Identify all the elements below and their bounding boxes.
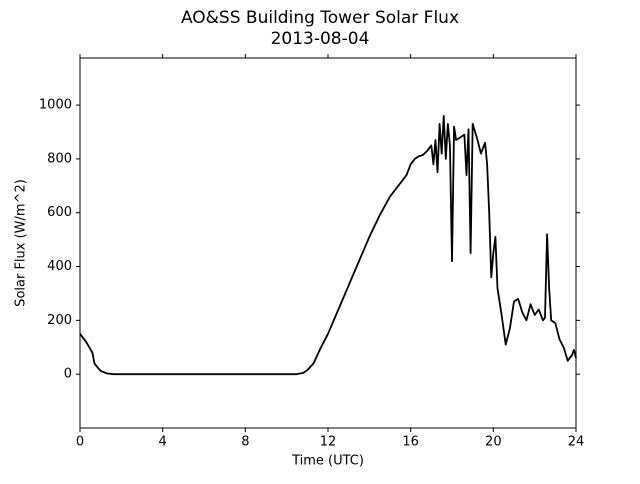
x-tick-label: 8 bbox=[241, 435, 249, 450]
y-tick-label: 200 bbox=[47, 313, 72, 328]
y-tick-label: 800 bbox=[47, 151, 72, 166]
x-tick-label: 4 bbox=[159, 435, 167, 450]
y-tick-label: 1000 bbox=[39, 98, 72, 113]
chart-title: AO&SS Building Tower Solar Flux bbox=[181, 8, 459, 28]
y-tick-label: 400 bbox=[47, 259, 72, 274]
x-tick-label: 12 bbox=[320, 435, 337, 450]
x-tick-label: 0 bbox=[76, 435, 84, 450]
y-tick-label: 0 bbox=[64, 367, 72, 382]
chart-subtitle: 2013-08-04 bbox=[271, 29, 370, 49]
x-tick-label: 20 bbox=[485, 435, 502, 450]
y-tick-label: 600 bbox=[47, 205, 72, 220]
x-tick-label: 24 bbox=[568, 435, 585, 450]
data-line bbox=[79, 114, 577, 376]
x-tick-label: 16 bbox=[402, 435, 419, 450]
x-axis-label: Time (UTC) bbox=[291, 454, 364, 469]
plot-frame bbox=[79, 57, 577, 429]
y-axis-label: Solar Flux (W/m^2) bbox=[14, 179, 29, 307]
